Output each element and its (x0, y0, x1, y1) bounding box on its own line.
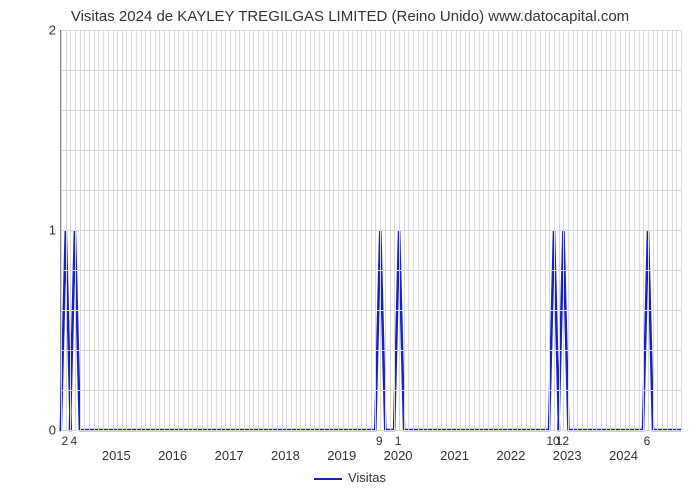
gridline-h-minor (61, 70, 681, 71)
gridline-h-minor (61, 150, 681, 151)
x-tick-label: 2023 (553, 448, 582, 463)
chart-title: Visitas 2024 de KAYLEY TREGILGAS LIMITED… (0, 8, 700, 25)
spike-label: 12 (556, 434, 569, 448)
legend-swatch (314, 478, 342, 480)
gridline-h-minor (61, 350, 681, 351)
gridline-h-minor (61, 190, 681, 191)
gridline-h (61, 30, 681, 31)
gridline-h (61, 430, 681, 431)
x-tick-label: 2020 (384, 448, 413, 463)
gridline-h (61, 230, 681, 231)
plot-area (60, 30, 681, 431)
spike-label: 2 (61, 434, 68, 448)
gridline-h-minor (61, 390, 681, 391)
spike-label: 1 (395, 434, 402, 448)
x-tick-label: 2022 (496, 448, 525, 463)
x-tick-label: 2016 (158, 448, 187, 463)
spike-label: 9 (376, 434, 383, 448)
spike-label: 6 (644, 434, 651, 448)
spike-label: 4 (71, 434, 78, 448)
legend-label: Visitas (348, 470, 386, 485)
x-tick-label: 2019 (327, 448, 356, 463)
x-tick-label: 2017 (215, 448, 244, 463)
legend: Visitas (0, 470, 700, 485)
y-tick-label: 0 (36, 423, 56, 438)
gridline-h-minor (61, 110, 681, 111)
y-tick-label: 2 (36, 23, 56, 38)
gridline-h-minor (61, 310, 681, 311)
gridline-v (681, 30, 682, 430)
x-tick-label: 2024 (609, 448, 638, 463)
x-tick-label: 2021 (440, 448, 469, 463)
y-tick-label: 1 (36, 223, 56, 238)
x-tick-label: 2018 (271, 448, 300, 463)
x-tick-label: 2015 (102, 448, 131, 463)
gridline-h-minor (61, 270, 681, 271)
